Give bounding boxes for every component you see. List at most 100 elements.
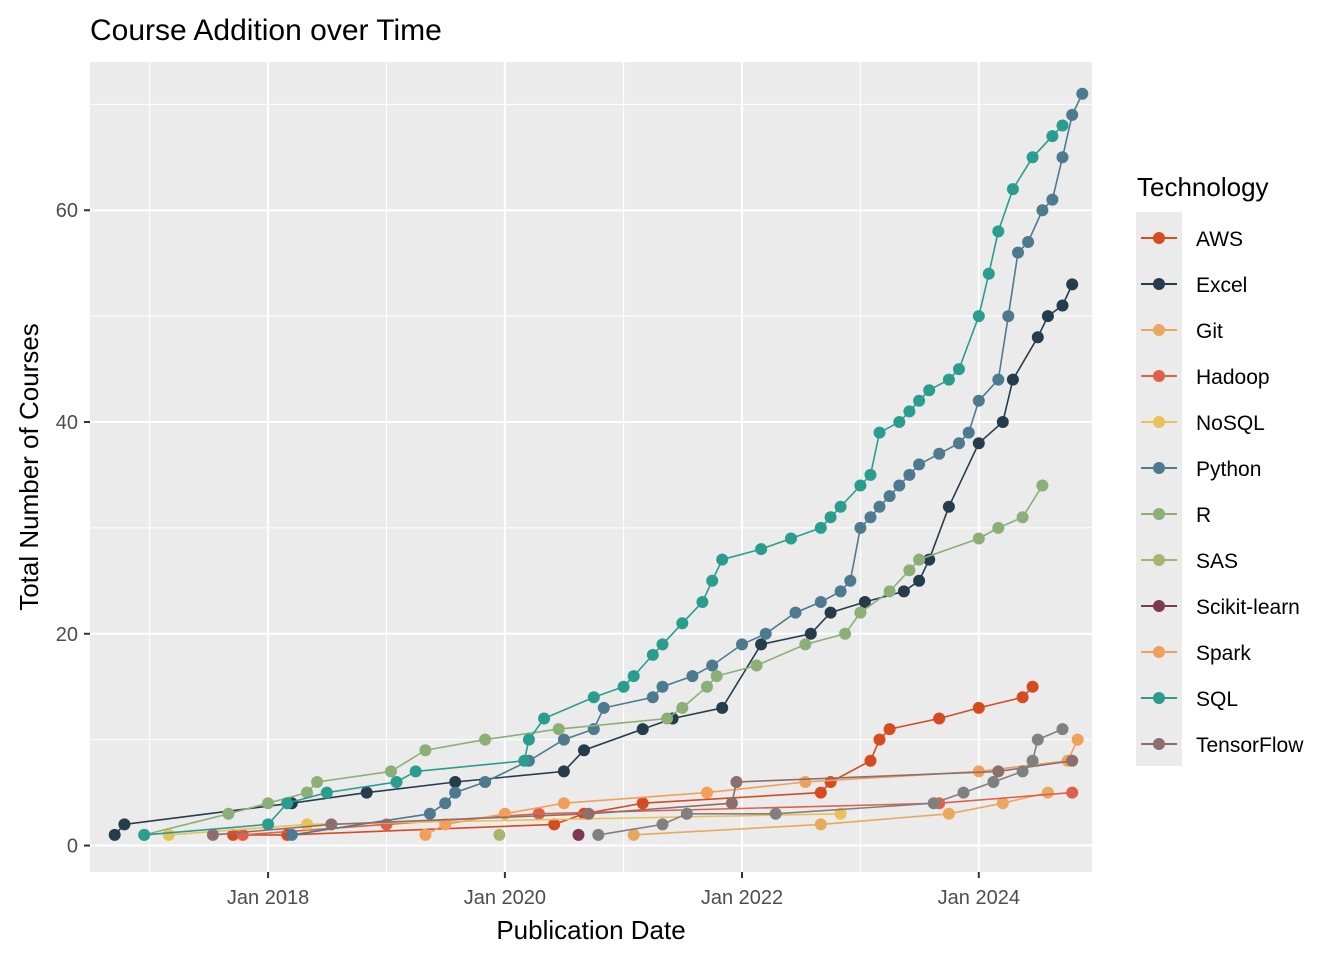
legend-label: Git bbox=[1196, 320, 1223, 343]
data-point bbox=[301, 786, 313, 799]
legend-label: Scikit-learn bbox=[1196, 596, 1300, 619]
data-point bbox=[953, 437, 965, 450]
legend-item-git: Git bbox=[1141, 320, 1223, 343]
plot-panel bbox=[90, 62, 1092, 872]
data-point bbox=[676, 701, 689, 714]
data-point bbox=[311, 776, 324, 788]
data-point bbox=[572, 828, 585, 841]
legend-label: AWS bbox=[1196, 228, 1243, 251]
data-point bbox=[1041, 786, 1054, 799]
data-point bbox=[933, 447, 946, 460]
data-point bbox=[1031, 331, 1044, 344]
data-point bbox=[730, 776, 743, 788]
data-point bbox=[755, 543, 768, 556]
y-tick-label: 0 bbox=[67, 836, 78, 858]
data-point bbox=[716, 553, 729, 566]
data-point bbox=[913, 394, 926, 407]
data-point bbox=[493, 828, 506, 841]
data-point bbox=[1026, 151, 1039, 164]
x-tick-label: Jan 2022 bbox=[701, 887, 783, 909]
data-point bbox=[449, 786, 462, 799]
data-point bbox=[1056, 119, 1069, 132]
x-tick-label: Jan 2020 bbox=[464, 887, 546, 909]
data-point bbox=[1056, 299, 1069, 312]
data-point bbox=[552, 723, 565, 736]
data-point bbox=[725, 797, 738, 810]
data-point bbox=[883, 490, 896, 503]
data-point bbox=[913, 553, 926, 566]
data-point bbox=[839, 627, 852, 640]
data-point bbox=[582, 807, 595, 820]
data-point bbox=[972, 310, 985, 323]
data-point bbox=[844, 574, 857, 587]
data-point bbox=[578, 744, 590, 757]
axes: Jan 2018 Jan 2020 Jan 2022 Jan 2024 0 20 40 60 bbox=[56, 200, 1020, 909]
data-point bbox=[686, 670, 699, 683]
data-point bbox=[972, 437, 985, 450]
data-point bbox=[759, 627, 772, 640]
data-point bbox=[1041, 310, 1054, 323]
legend-item-sql: SQL bbox=[1141, 688, 1238, 711]
data-point bbox=[262, 818, 275, 831]
data-point bbox=[824, 511, 837, 524]
data-point bbox=[864, 468, 877, 481]
series-unlabeled-12 bbox=[592, 723, 1069, 841]
data-point bbox=[439, 818, 452, 831]
data-point bbox=[557, 797, 570, 810]
data-point bbox=[1006, 183, 1019, 196]
data-point bbox=[1016, 511, 1029, 524]
data-point bbox=[799, 638, 812, 651]
legend-key-point bbox=[1153, 692, 1165, 704]
data-point bbox=[592, 828, 605, 841]
data-point bbox=[873, 733, 886, 746]
legend-label: Excel bbox=[1196, 274, 1247, 297]
data-point bbox=[661, 712, 674, 725]
data-point bbox=[736, 638, 748, 651]
series-layer bbox=[108, 87, 1089, 841]
data-point bbox=[972, 701, 985, 714]
data-point bbox=[897, 585, 910, 598]
data-point bbox=[301, 818, 313, 831]
legend-label: SAS bbox=[1196, 550, 1238, 573]
data-point bbox=[680, 807, 693, 820]
x-tick-label: Jan 2024 bbox=[938, 887, 1020, 909]
data-point bbox=[785, 532, 797, 545]
data-point bbox=[854, 606, 867, 619]
y-axis-title: Total Number of Courses bbox=[14, 323, 44, 611]
data-point bbox=[1006, 373, 1019, 386]
data-point bbox=[423, 807, 436, 820]
data-point bbox=[479, 776, 492, 788]
data-point bbox=[479, 733, 492, 746]
data-point bbox=[617, 680, 630, 693]
data-point bbox=[903, 468, 916, 481]
data-point bbox=[281, 797, 294, 810]
data-point bbox=[927, 797, 940, 810]
data-point bbox=[162, 828, 175, 841]
data-point bbox=[627, 828, 640, 841]
legend-item-tensorflow: TensorFlow bbox=[1141, 734, 1304, 757]
data-point bbox=[108, 828, 121, 841]
data-point bbox=[262, 797, 275, 810]
legend-item-python: Python bbox=[1141, 458, 1261, 481]
data-point bbox=[1056, 723, 1069, 736]
series-python bbox=[285, 87, 1089, 841]
data-point bbox=[409, 765, 422, 778]
x-axis-title: Publication Date bbox=[496, 915, 685, 945]
legend-label: Spark bbox=[1196, 642, 1251, 665]
data-point bbox=[789, 606, 802, 619]
data-point bbox=[893, 479, 906, 492]
legend-label: SQL bbox=[1196, 688, 1238, 711]
data-point bbox=[942, 807, 955, 820]
data-point bbox=[834, 807, 847, 820]
data-point bbox=[285, 828, 298, 841]
data-point bbox=[710, 670, 723, 683]
data-point bbox=[548, 818, 561, 831]
legend-items: AWS Excel Git Hadoop NoSQL Python R SAS Scikit-l… bbox=[1141, 228, 1304, 757]
data-point bbox=[893, 416, 906, 428]
legend-item-spark: Spark bbox=[1141, 642, 1251, 665]
data-point bbox=[953, 363, 965, 376]
data-point bbox=[864, 754, 877, 767]
data-point bbox=[360, 786, 373, 799]
data-point bbox=[1016, 765, 1029, 778]
